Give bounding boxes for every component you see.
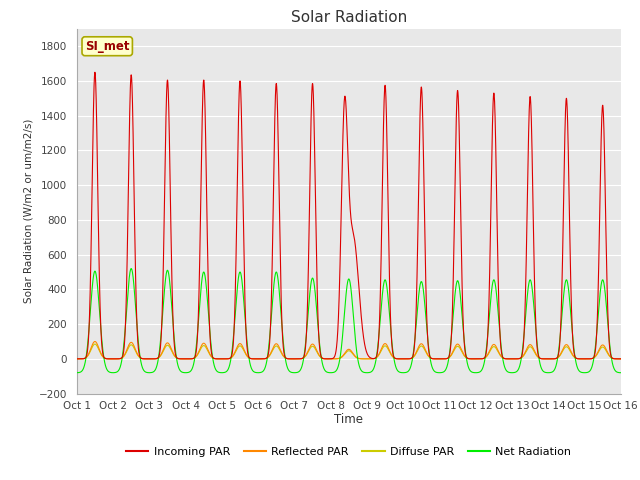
Title: Solar Radiation: Solar Radiation (291, 10, 407, 25)
Y-axis label: Solar Radiation (W/m2 or um/m2/s): Solar Radiation (W/m2 or um/m2/s) (23, 119, 33, 303)
X-axis label: Time: Time (334, 413, 364, 426)
Legend: Incoming PAR, Reflected PAR, Diffuse PAR, Net Radiation: Incoming PAR, Reflected PAR, Diffuse PAR… (122, 442, 576, 461)
Text: SI_met: SI_met (85, 40, 129, 53)
